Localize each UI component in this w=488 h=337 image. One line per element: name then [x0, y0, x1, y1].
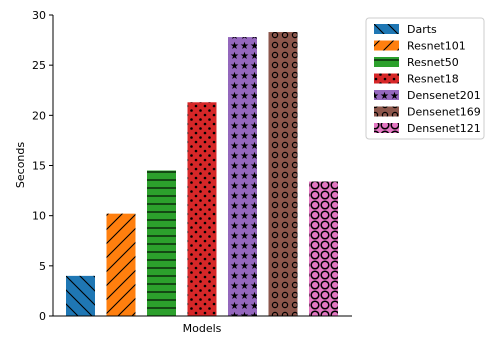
legend-swatch-hatch [374, 73, 399, 84]
y-tick-label: 10 [32, 210, 46, 223]
legend-swatch-hatch [374, 123, 399, 133]
legend-label: Resnet101 [407, 40, 466, 53]
bar-hatch [187, 102, 217, 316]
bar-resnet50 [147, 170, 176, 316]
bar-darts [66, 275, 95, 316]
legend-label: Densenet121 [407, 122, 481, 135]
legend-label: Densenet169 [407, 106, 481, 119]
legend-item-densenet121: Densenet121 [374, 122, 481, 135]
bar-densenet121 [309, 181, 338, 316]
y-ticks: 0 5 10 15 20 25 30 [32, 9, 53, 323]
y-tick-label: 15 [32, 160, 46, 173]
legend-label: Resnet18 [407, 73, 459, 86]
bar-hatch [66, 275, 95, 316]
bar-hatch [106, 213, 136, 316]
legend-swatch-hatch [374, 24, 399, 34]
legend: Darts Resnet101 Resnet50 Resnet18 Densenet20… [365, 17, 485, 140]
legend-swatch-hatch [374, 90, 399, 100]
legend-item-densenet201: Densenet201 [374, 89, 481, 102]
legend-item-resnet101: Resnet101 [374, 40, 466, 53]
y-tick-label: 0 [39, 310, 46, 323]
bar-resnet101 [106, 213, 136, 316]
legend-swatch-hatch [374, 106, 399, 117]
bar-hatch [147, 170, 176, 316]
legend-item-resnet50: Resnet50 [374, 56, 459, 69]
bar-densenet201 [228, 37, 257, 316]
bars-group [66, 32, 338, 316]
legend-swatch-hatch [374, 57, 399, 67]
bar-hatch [228, 37, 257, 316]
legend-swatch-hatch [374, 40, 399, 51]
bar-hatch [268, 32, 298, 316]
legend-item-resnet18: Resnet18 [374, 73, 459, 86]
legend-label: Resnet50 [407, 56, 459, 69]
y-tick-label: 25 [32, 59, 46, 72]
legend-label: Darts [407, 23, 437, 36]
bar-resnet18 [187, 102, 217, 316]
legend-item-darts: Darts [374, 23, 437, 36]
bar-hatch [309, 181, 338, 316]
y-tick-label: 20 [32, 109, 46, 122]
y-tick-label: 5 [39, 260, 46, 273]
bar-densenet169 [268, 32, 298, 316]
x-axis-label: Models [183, 322, 222, 335]
legend-label: Densenet201 [407, 89, 481, 102]
y-tick-label: 30 [32, 9, 46, 22]
legend-item-densenet169: Densenet169 [374, 106, 481, 119]
y-axis-label: Seconds [14, 142, 27, 188]
